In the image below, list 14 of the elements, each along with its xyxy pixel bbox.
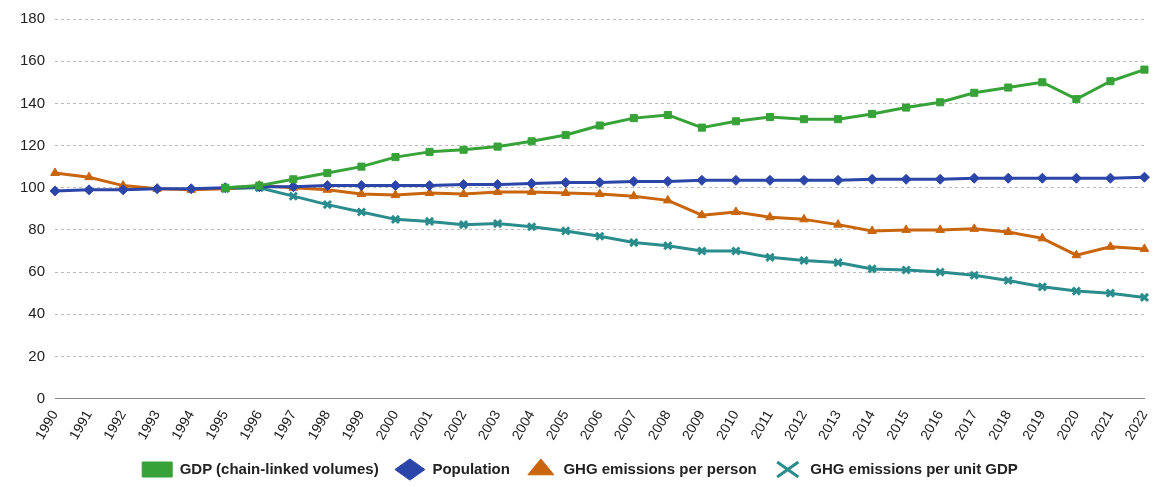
y-tick-label: 100 — [20, 177, 46, 195]
y-tick-label: 60 — [28, 262, 46, 280]
y-tick-label: 120 — [20, 135, 46, 153]
y-tick-label: 180 — [20, 9, 46, 27]
legend-label: GHG emissions per unit GDP — [810, 459, 1018, 477]
legend-label: GHG emissions per person — [563, 459, 757, 477]
y-tick-label: 140 — [20, 93, 46, 111]
y-tick-label: 80 — [28, 220, 46, 238]
legend-label: GDP (chain-linked volumes) — [179, 459, 379, 477]
y-tick-label: 0 — [36, 388, 46, 406]
y-tick-label: 160 — [20, 51, 46, 69]
y-tick-label: 40 — [28, 304, 46, 322]
legend-label: Population — [432, 459, 510, 477]
y-tick-label: 20 — [28, 346, 46, 364]
